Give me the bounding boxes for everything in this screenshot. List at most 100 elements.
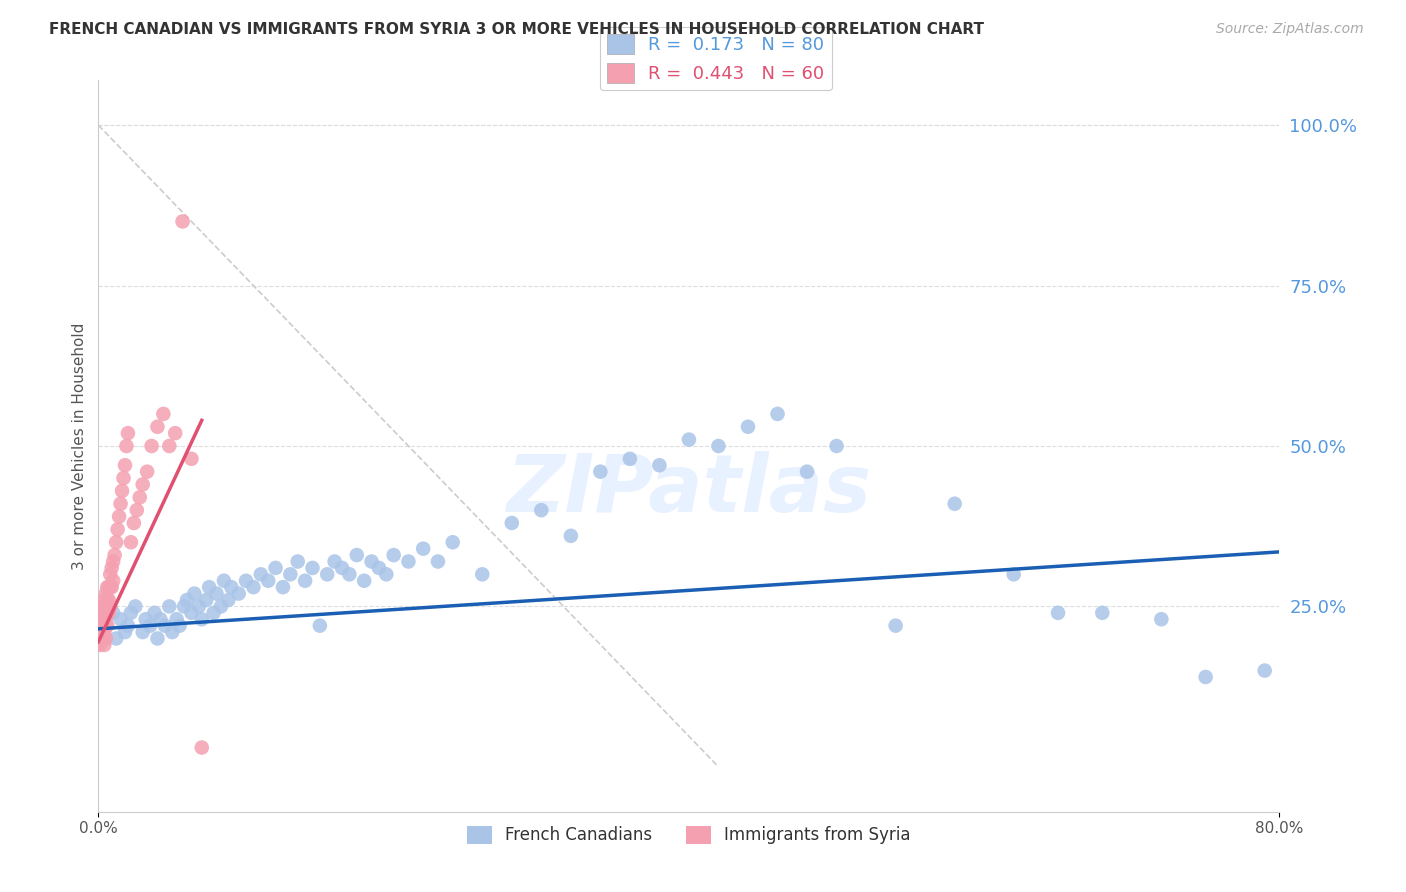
- Point: [111, 483, 134, 498]
- Point: [103, 574, 125, 588]
- Point: [412, 541, 434, 556]
- Point: [180, 606, 202, 620]
- Point: [1150, 612, 1173, 626]
- Point: [103, 554, 125, 568]
- Point: [96, 580, 118, 594]
- Point: [93, 606, 115, 620]
- Point: [183, 586, 205, 600]
- Point: [316, 567, 339, 582]
- Point: [198, 580, 221, 594]
- Point: [169, 618, 191, 632]
- Point: [228, 586, 250, 600]
- Point: [205, 586, 228, 600]
- Point: [173, 599, 195, 614]
- Point: [94, 618, 117, 632]
- Point: [294, 574, 316, 588]
- Text: Source: ZipAtlas.com: Source: ZipAtlas.com: [1216, 22, 1364, 37]
- Point: [94, 586, 117, 600]
- Point: [139, 618, 162, 632]
- Point: [309, 618, 332, 632]
- Point: [112, 471, 135, 485]
- Point: [94, 612, 117, 626]
- Point: [149, 612, 172, 626]
- Point: [382, 548, 405, 562]
- Text: ZIPatlas: ZIPatlas: [506, 450, 872, 529]
- Point: [271, 580, 294, 594]
- Point: [441, 535, 464, 549]
- Point: [530, 503, 553, 517]
- Point: [104, 548, 127, 562]
- Point: [209, 599, 232, 614]
- Point: [648, 458, 671, 473]
- Point: [93, 618, 115, 632]
- Point: [217, 593, 239, 607]
- Point: [128, 491, 150, 505]
- Point: [330, 561, 353, 575]
- Point: [90, 618, 112, 632]
- Point: [120, 535, 142, 549]
- Point: [737, 419, 759, 434]
- Point: [427, 554, 450, 568]
- Point: [94, 632, 117, 646]
- Point: [1046, 606, 1070, 620]
- Point: [100, 561, 122, 575]
- Point: [264, 561, 287, 575]
- Point: [172, 214, 194, 228]
- Point: [91, 618, 114, 632]
- Point: [115, 439, 138, 453]
- Point: [166, 612, 188, 626]
- Point: [91, 632, 114, 646]
- Point: [146, 632, 169, 646]
- Point: [110, 497, 132, 511]
- Point: [353, 574, 375, 588]
- Point: [1002, 567, 1025, 582]
- Point: [114, 625, 136, 640]
- Point: [1195, 670, 1218, 684]
- Point: [796, 465, 818, 479]
- Point: [180, 451, 202, 466]
- Point: [157, 439, 180, 453]
- Point: [165, 426, 187, 441]
- Point: [98, 580, 121, 594]
- Point: [250, 567, 273, 582]
- Point: [346, 548, 368, 562]
- Point: [107, 523, 129, 537]
- Point: [91, 612, 114, 626]
- Point: [93, 625, 115, 640]
- Point: [162, 625, 183, 640]
- Legend: French Canadians, Immigrants from Syria: French Canadians, Immigrants from Syria: [460, 819, 918, 851]
- Point: [93, 638, 115, 652]
- Point: [120, 606, 142, 620]
- Point: [136, 465, 159, 479]
- Point: [501, 516, 523, 530]
- Point: [110, 612, 132, 626]
- Point: [884, 618, 907, 632]
- Point: [122, 516, 145, 530]
- Point: [89, 606, 111, 620]
- Point: [89, 612, 111, 626]
- Point: [96, 593, 118, 607]
- Point: [1091, 606, 1114, 620]
- Point: [94, 599, 117, 614]
- Point: [153, 618, 176, 632]
- Point: [97, 593, 120, 607]
- Point: [90, 612, 112, 626]
- Point: [619, 451, 641, 466]
- Point: [766, 407, 789, 421]
- Point: [132, 477, 155, 491]
- Point: [707, 439, 730, 453]
- Point: [152, 407, 174, 421]
- Point: [157, 599, 180, 614]
- Point: [1254, 664, 1277, 678]
- Point: [114, 458, 136, 473]
- Point: [143, 606, 166, 620]
- Point: [257, 574, 280, 588]
- Point: [678, 433, 700, 447]
- Point: [91, 599, 114, 614]
- Point: [212, 574, 235, 588]
- Point: [589, 465, 612, 479]
- Point: [301, 561, 323, 575]
- Point: [117, 426, 139, 441]
- Point: [375, 567, 398, 582]
- Point: [103, 606, 125, 620]
